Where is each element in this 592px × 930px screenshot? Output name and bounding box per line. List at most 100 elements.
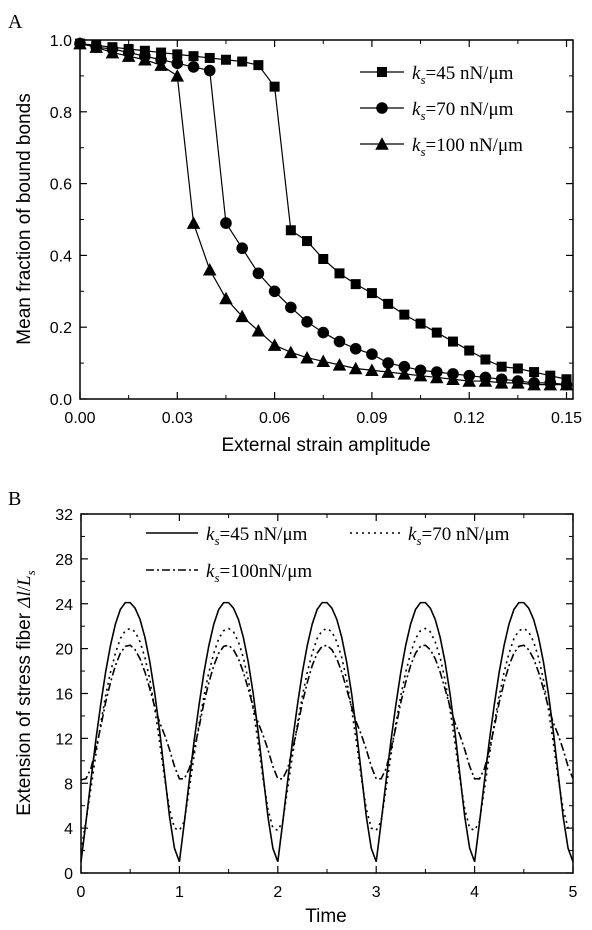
panel-a-series-2-point xyxy=(382,357,394,369)
panel-a-series-3-point xyxy=(235,309,249,323)
panel-a-series-3-point xyxy=(73,36,87,50)
panel-a-series-1-point xyxy=(350,279,361,290)
panel-a-legend-sub: s xyxy=(420,144,425,159)
panel-a-series-2-point xyxy=(187,61,200,73)
panel-a-series-1-point xyxy=(269,81,280,92)
panel-a-y-tick-label: 0.2 xyxy=(50,320,72,337)
panel-b-y-tick-label: 0 xyxy=(64,866,73,883)
panel-a-x-tick-label: 0.09 xyxy=(356,410,387,427)
panel-a-series-2-point xyxy=(220,217,232,229)
panel-b-y-axis-label-length: L xyxy=(14,575,35,587)
panel-a-series-3-point xyxy=(332,358,347,371)
panel-a-series-1-point xyxy=(318,253,329,264)
panel-a-series-3-point xyxy=(316,354,331,368)
panel-a-y-axis-label: Mean fraction of bound bonds xyxy=(14,93,35,344)
panel-a-series-3-point xyxy=(494,376,509,389)
panel-b-x-tick-label: 5 xyxy=(569,884,578,901)
panel-a-series-1-point xyxy=(399,309,410,320)
panel-a-series-1-point xyxy=(383,298,394,309)
panel-b-x-tick-label: 2 xyxy=(273,884,282,901)
panel-b-legend-k: k xyxy=(408,524,417,545)
panel-a-series-1-point xyxy=(529,367,540,378)
panel-a-series-3-point xyxy=(186,216,201,229)
panel-a-series-2-point xyxy=(301,316,313,328)
panel-a-label: A xyxy=(8,11,23,33)
panel-a-series-3-point xyxy=(300,350,314,364)
panel-b-legend-value: =70 nN/μm xyxy=(422,524,510,545)
panel-a-series-3-point xyxy=(446,372,460,386)
panel-a-series-1-point xyxy=(496,361,507,372)
panel-b-legend-value: =45 nN/μm xyxy=(220,524,308,545)
panel-a-series-3-point xyxy=(267,338,282,351)
panel-a-series-3-point xyxy=(365,363,379,377)
panel-a-series-1-point xyxy=(447,336,458,347)
panel-b-y-tick-label: 16 xyxy=(55,687,73,704)
panel-b-legend-label: ks=100nN/μm xyxy=(206,561,312,585)
panel-a-series-3-point xyxy=(105,45,120,59)
panel-b-x-tick-label: 3 xyxy=(372,884,381,901)
panel-b-legend-value: =100nN/μm xyxy=(220,561,313,582)
panel-a-x-tick-label: 0.15 xyxy=(551,410,582,427)
panel-a-legend-k: k xyxy=(412,99,421,120)
panel-b-series-3-line xyxy=(80,644,574,781)
panel-a-series-2-point xyxy=(366,348,378,360)
panel-b-legend-sub: s xyxy=(214,533,219,548)
panel-b-y-axis-label-text: Extension of stress fiber xyxy=(14,608,35,816)
panel-b-y-tick-label: 8 xyxy=(64,776,73,793)
panel-a-x-tick-label: 0.03 xyxy=(162,410,193,427)
panel-a-series-2-point xyxy=(171,57,184,70)
panel-a-series-3-point xyxy=(219,291,233,305)
panel-b-x-tick-label: 4 xyxy=(470,884,479,901)
panel-a-x-tick-label: 0.00 xyxy=(64,410,95,427)
panel-a-series-3-point xyxy=(284,345,298,359)
panel-b-x-tick-label: 0 xyxy=(77,884,86,901)
panel-b-y-tick-label: 28 xyxy=(55,552,73,569)
panel-a-series-1-point xyxy=(302,236,313,247)
panel-a-series-1-point xyxy=(366,288,377,299)
panel-a-legend-sub: s xyxy=(420,72,425,87)
panel-b-series-1-line xyxy=(80,601,574,863)
panel-a-legend-k: k xyxy=(412,63,421,84)
panel-a-series-2-point xyxy=(236,242,248,255)
panel-a-series-2-point xyxy=(349,342,362,355)
panel-a-series-1-point xyxy=(334,268,345,279)
panel-a-series-3-point xyxy=(430,370,444,384)
panel-a-y-tick-label: 0.8 xyxy=(50,105,72,122)
panel-a-legend-label: ks=100 nN/μm xyxy=(412,135,523,159)
panel-b-y-tick-label: 24 xyxy=(55,597,73,614)
panel-a-series-3-point xyxy=(511,376,525,389)
panel-b-y-tick-label: 32 xyxy=(55,507,73,524)
panel-a-legend-value: =70 nN/μm xyxy=(426,99,514,120)
panel-b-x-tick-label: 1 xyxy=(175,884,184,901)
panel-a-legend-value: =100 nN/μm xyxy=(426,135,524,156)
panel-b-y-axis-label: Extension of stress fiber Δl/Ls xyxy=(14,570,38,815)
panel-a-series-3-point xyxy=(543,377,558,391)
panel-a-series-1-point xyxy=(285,225,296,236)
panel-b-y-tick-label: 20 xyxy=(55,642,73,659)
panel-a-series-2-point xyxy=(268,285,281,298)
panel-a-series-1-point xyxy=(415,318,426,329)
panel-b-y-tick-label: 4 xyxy=(64,821,73,838)
panel-a-legend-k: k xyxy=(412,135,421,156)
panel-b-legend-k: k xyxy=(206,561,215,582)
panel-a-y-tick-label: 0.4 xyxy=(50,248,72,265)
panel-a-series-3-point xyxy=(462,374,476,387)
panel-a-y-tick-label: 0.0 xyxy=(50,392,72,409)
panel-a-legend-marker xyxy=(377,67,387,77)
panel-a-series-1-point xyxy=(172,49,183,60)
panel-a-x-tick-label: 0.06 xyxy=(259,410,290,427)
panel-a-series-3-point xyxy=(138,52,152,66)
panel-b-series xyxy=(80,601,574,863)
panel-a-series-3-point xyxy=(413,368,428,382)
panel-b-label: B xyxy=(8,488,21,510)
panel-b-legend-sub: s xyxy=(416,533,421,548)
panel-a-legend-sub: s xyxy=(420,108,425,123)
panel-a-series-3-point xyxy=(251,324,266,337)
panel-a-series-1-point xyxy=(237,56,248,67)
panel-a-series-1-point xyxy=(480,354,491,365)
